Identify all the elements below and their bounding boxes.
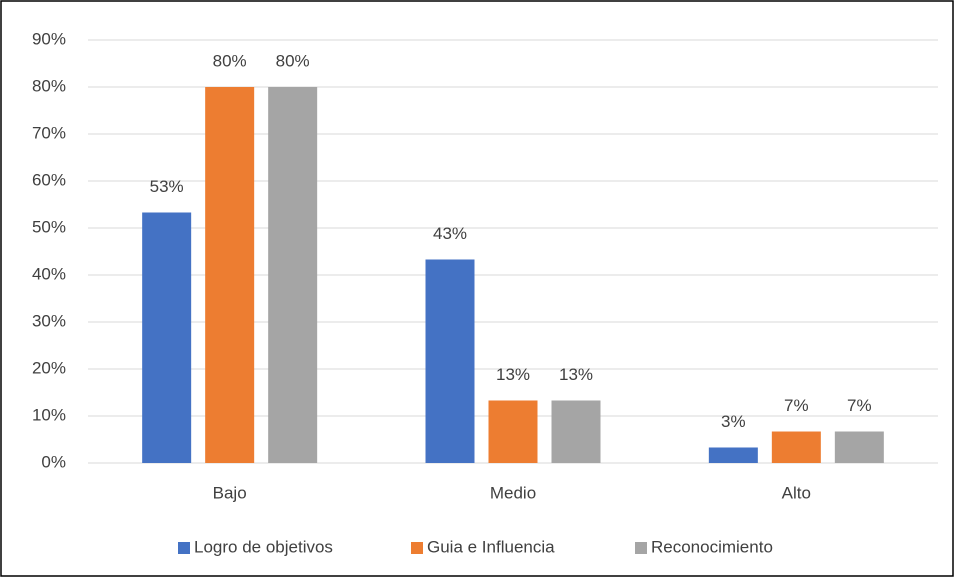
y-tick-label: 60% [32, 170, 66, 189]
data-label: 80% [276, 51, 310, 70]
data-label: 13% [559, 365, 593, 384]
legend-swatch [635, 542, 647, 554]
y-tick-label: 0% [41, 452, 66, 471]
y-tick-label: 50% [32, 217, 66, 236]
y-tick-label: 90% [32, 29, 66, 48]
y-tick-label: 10% [32, 405, 66, 424]
data-label: 53% [150, 177, 184, 196]
y-tick-label: 40% [32, 264, 66, 283]
y-tick-label: 70% [32, 123, 66, 142]
bar [551, 400, 601, 463]
legend-label: Guia e Influencia [427, 537, 555, 556]
legend-label: Logro de objetivos [194, 537, 333, 556]
bar [142, 212, 192, 463]
data-label: 43% [433, 224, 467, 243]
data-label: 7% [847, 396, 872, 415]
legend-label: Reconocimiento [651, 537, 773, 556]
x-tick-label: Alto [782, 483, 811, 502]
data-label: 13% [496, 365, 530, 384]
data-label: 80% [213, 51, 247, 70]
x-tick-label: Bajo [213, 483, 247, 502]
bar [205, 87, 255, 463]
x-tick-label: Medio [490, 483, 536, 502]
data-label: 3% [721, 412, 746, 431]
bar [834, 431, 884, 463]
y-tick-label: 30% [32, 311, 66, 330]
bar [488, 400, 538, 463]
bar [771, 431, 821, 463]
y-tick-label: 80% [32, 76, 66, 95]
bar [268, 87, 318, 463]
legend-swatch [178, 542, 190, 554]
legend-swatch [411, 542, 423, 554]
bar [708, 447, 758, 463]
y-tick-label: 20% [32, 358, 66, 377]
bar [425, 259, 475, 463]
data-label: 7% [784, 396, 809, 415]
